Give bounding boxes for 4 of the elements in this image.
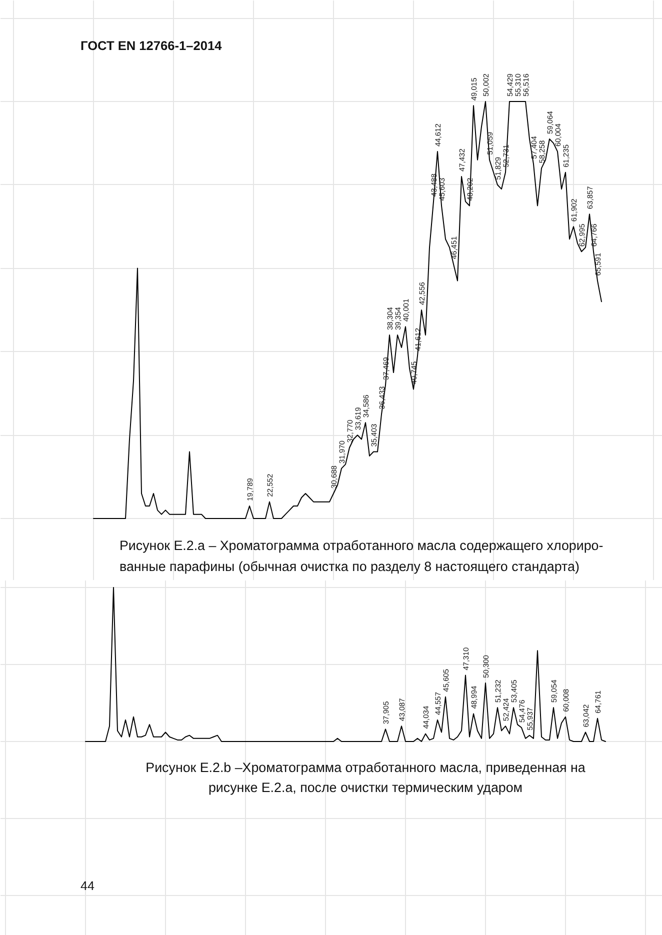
text: Рисунок Е.2.b –Хроматограмма отработанного масла, приведенная на рисунке Е.2.a, после очистки термическим ударом xyxy=(146,760,586,795)
text: ГОСТ EN 12766-1–2014 xyxy=(80,38,223,53)
text: Рисунок Е.2.a – Хроматограмма отработанного масла содержащего хлориро- ванные парафины (обычная очистка по разделу 8 настоящего стандарта) xyxy=(120,538,604,574)
text: 44 xyxy=(80,879,94,893)
